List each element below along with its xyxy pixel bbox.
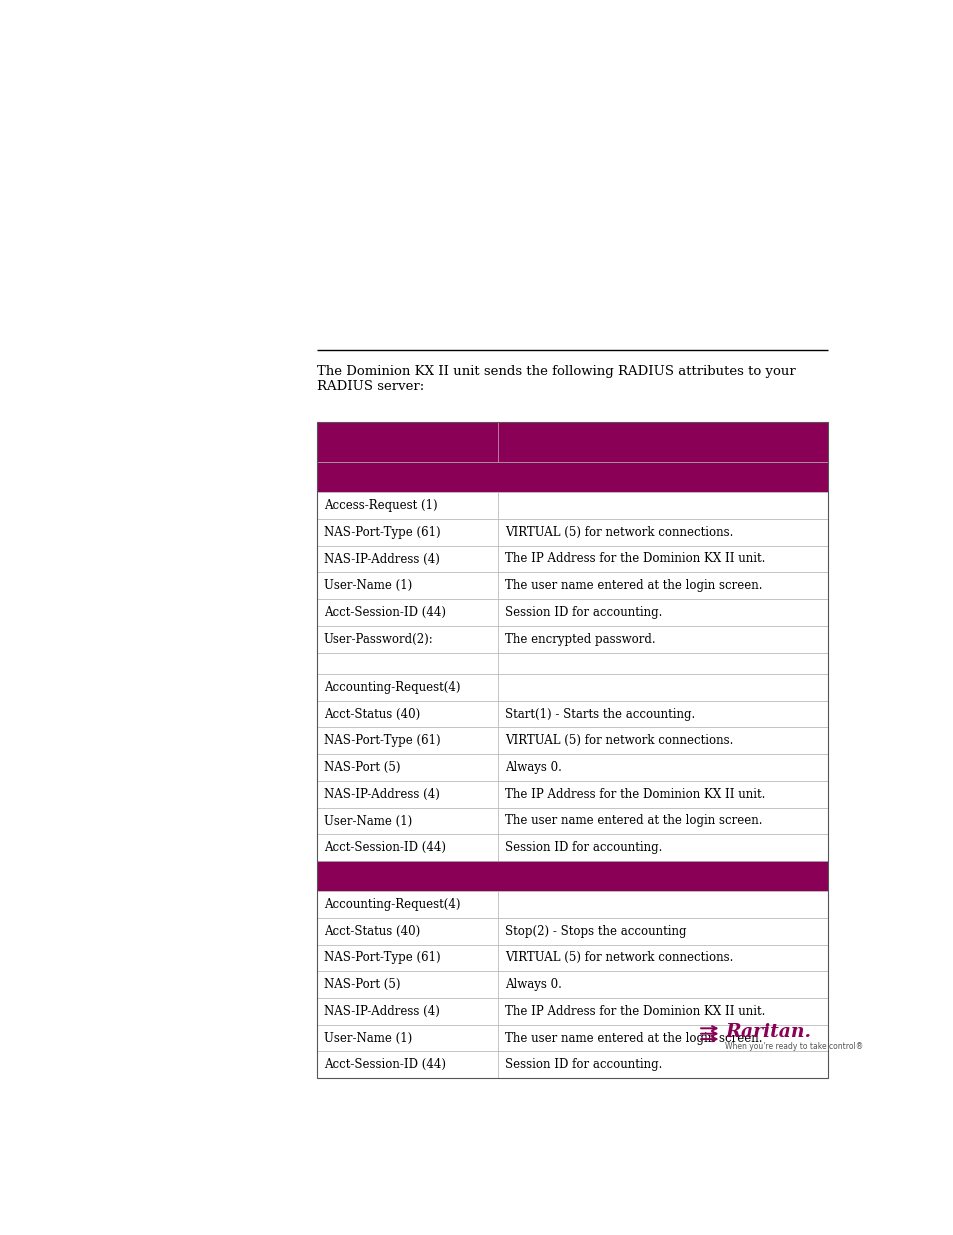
Text: VIRTUAL (5) for network connections.: VIRTUAL (5) for network connections. — [505, 951, 733, 965]
Text: User-Name (1): User-Name (1) — [323, 815, 412, 827]
Bar — [316, 626, 497, 652]
Bar — [316, 421, 827, 1078]
Bar — [316, 546, 497, 572]
Bar — [497, 700, 827, 727]
Text: The IP Address for the Dominion KX II unit.: The IP Address for the Dominion KX II un… — [505, 788, 765, 800]
Bar — [316, 652, 497, 674]
Bar — [316, 1025, 497, 1051]
Bar — [316, 727, 497, 755]
Bar — [316, 421, 827, 462]
Text: The encrypted password.: The encrypted password. — [505, 632, 656, 646]
Text: The user name entered at the login screen.: The user name entered at the login scree… — [505, 579, 762, 593]
Text: Acct-Session-ID (44): Acct-Session-ID (44) — [323, 1058, 445, 1071]
Bar — [316, 945, 497, 971]
Text: VIRTUAL (5) for network connections.: VIRTUAL (5) for network connections. — [505, 735, 733, 747]
Text: The IP Address for the Dominion KX II unit.: The IP Address for the Dominion KX II un… — [505, 1005, 765, 1018]
Text: When you're ready to take control®: When you're ready to take control® — [724, 1041, 862, 1051]
Bar — [316, 755, 497, 781]
Bar — [497, 519, 827, 546]
Text: Always 0.: Always 0. — [505, 761, 561, 774]
Bar — [316, 998, 497, 1025]
Bar — [497, 918, 827, 945]
Bar — [316, 700, 497, 727]
Text: Always 0.: Always 0. — [505, 978, 561, 992]
Text: Accounting-Request(4): Accounting-Request(4) — [323, 680, 460, 694]
Bar — [497, 652, 827, 674]
Bar — [497, 781, 827, 808]
Text: Start(1) - Starts the accounting.: Start(1) - Starts the accounting. — [505, 708, 695, 720]
Text: Stop(2) - Stops the accounting: Stop(2) - Stops the accounting — [505, 925, 686, 937]
Bar — [497, 998, 827, 1025]
Bar — [497, 1025, 827, 1051]
Bar — [316, 808, 497, 835]
Bar — [316, 674, 497, 700]
Bar — [316, 890, 497, 918]
Bar — [497, 890, 827, 918]
Bar — [316, 918, 497, 945]
Text: The IP Address for the Dominion KX II unit.: The IP Address for the Dominion KX II un… — [505, 552, 765, 566]
Text: User-Name (1): User-Name (1) — [323, 579, 412, 593]
Bar — [316, 781, 497, 808]
Bar — [497, 599, 827, 626]
Text: NAS-Port-Type (61): NAS-Port-Type (61) — [323, 951, 440, 965]
Text: Acct-Session-ID (44): Acct-Session-ID (44) — [323, 841, 445, 855]
Bar — [497, 572, 827, 599]
Text: NAS-IP-Address (4): NAS-IP-Address (4) — [323, 1005, 439, 1018]
Text: NAS-IP-Address (4): NAS-IP-Address (4) — [323, 788, 439, 800]
Text: The user name entered at the login screen.: The user name entered at the login scree… — [505, 1031, 762, 1045]
Bar — [497, 945, 827, 971]
Bar — [497, 755, 827, 781]
Bar — [316, 519, 497, 546]
Text: Session ID for accounting.: Session ID for accounting. — [505, 1058, 662, 1071]
Text: Acct-Session-ID (44): Acct-Session-ID (44) — [323, 606, 445, 619]
Bar — [497, 492, 827, 519]
Text: NAS-Port (5): NAS-Port (5) — [323, 978, 400, 992]
Bar — [316, 572, 497, 599]
Bar — [497, 971, 827, 998]
Bar — [497, 835, 827, 861]
Bar — [316, 971, 497, 998]
Bar — [316, 1051, 497, 1078]
Bar — [497, 626, 827, 652]
Text: Session ID for accounting.: Session ID for accounting. — [505, 606, 662, 619]
Bar — [497, 727, 827, 755]
Text: Accounting-Request(4): Accounting-Request(4) — [323, 898, 460, 911]
Bar — [316, 492, 497, 519]
Text: Acct-Status (40): Acct-Status (40) — [323, 708, 419, 720]
Bar — [316, 599, 497, 626]
Text: Session ID for accounting.: Session ID for accounting. — [505, 841, 662, 855]
Bar — [497, 808, 827, 835]
Text: The Dominion KX II unit sends the following RADIUS attributes to your
RADIUS ser: The Dominion KX II unit sends the follow… — [316, 366, 795, 393]
Bar — [497, 674, 827, 700]
Text: User-Password(2):: User-Password(2): — [323, 632, 434, 646]
Text: Acct-Status (40): Acct-Status (40) — [323, 925, 419, 937]
Bar — [497, 1051, 827, 1078]
Text: Raritan.: Raritan. — [724, 1023, 810, 1041]
Text: The user name entered at the login screen.: The user name entered at the login scree… — [505, 815, 762, 827]
Bar — [316, 861, 827, 890]
Text: VIRTUAL (5) for network connections.: VIRTUAL (5) for network connections. — [505, 526, 733, 538]
Bar — [316, 462, 827, 492]
Text: Access-Request (1): Access-Request (1) — [323, 499, 437, 513]
Text: NAS-Port-Type (61): NAS-Port-Type (61) — [323, 526, 440, 538]
Text: NAS-Port (5): NAS-Port (5) — [323, 761, 400, 774]
Text: User-Name (1): User-Name (1) — [323, 1031, 412, 1045]
Text: NAS-Port-Type (61): NAS-Port-Type (61) — [323, 735, 440, 747]
Bar — [316, 835, 497, 861]
Text: NAS-IP-Address (4): NAS-IP-Address (4) — [323, 552, 439, 566]
Bar — [497, 546, 827, 572]
